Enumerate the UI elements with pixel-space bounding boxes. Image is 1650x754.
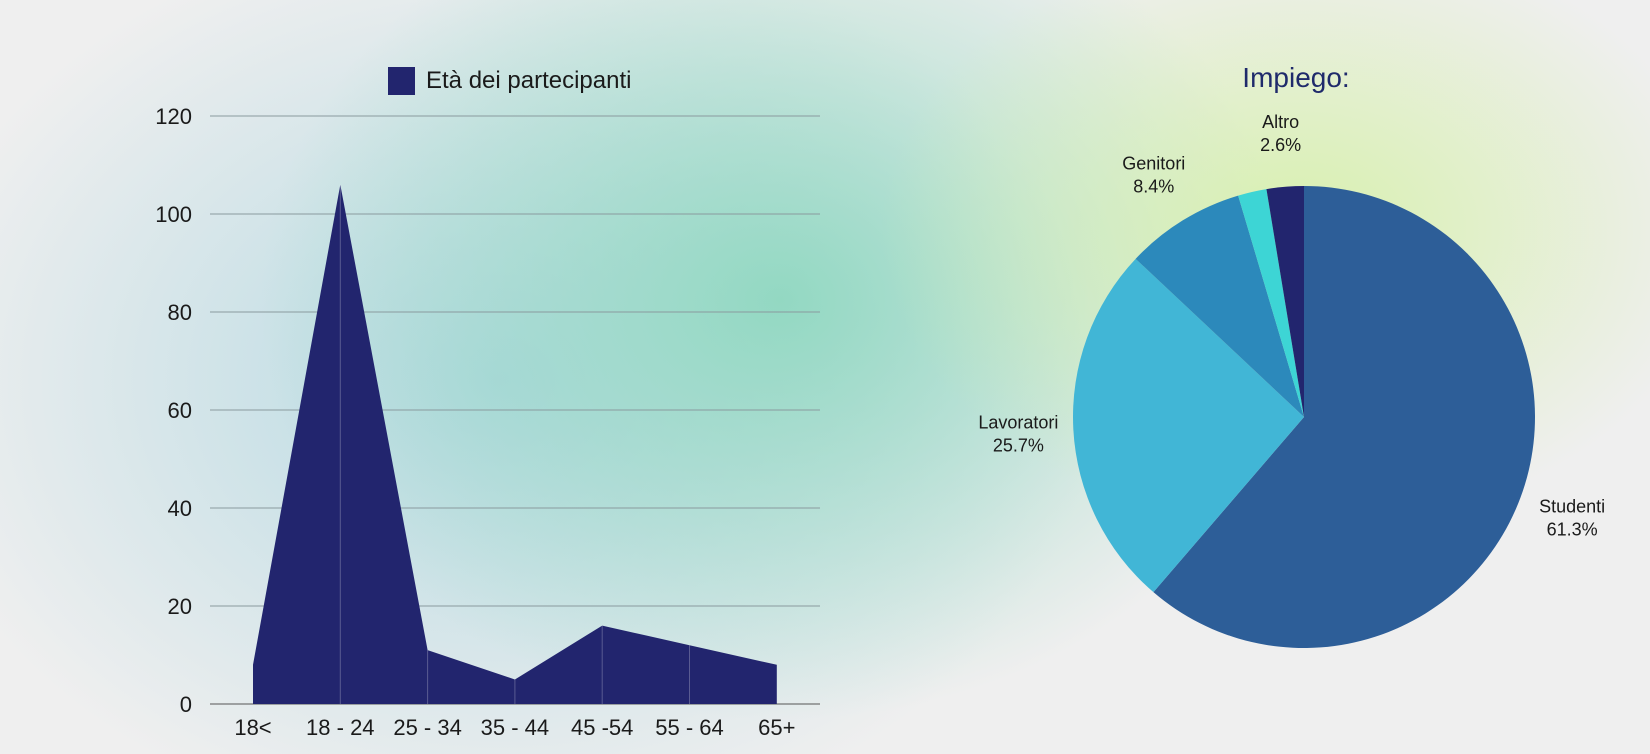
y-tick-label: 80 — [168, 300, 192, 325]
pie-slices — [1073, 186, 1536, 649]
legend-label: Età dei partecipanti — [426, 67, 631, 94]
area-series — [253, 184, 777, 705]
x-axis-ticks: 18< 18 - 24 25 - 34 35 - 44 45 -54 55 - 64 65+ — [234, 715, 795, 740]
pie-slice-name: Lavoratori — [978, 412, 1058, 432]
pie-slice-percent: 8.4% — [1133, 177, 1174, 197]
pie-chart: Impiego: Studenti 61.3% Lavoratori 25.7% Gen… — [978, 62, 1605, 649]
pie-slice — [1238, 189, 1304, 417]
pie-labels: Studenti 61.3% Lavoratori 25.7% Genitori 8.4%… — [978, 112, 1605, 539]
x-tick-label: 45 -54 — [571, 715, 633, 740]
legend-swatch — [388, 67, 415, 95]
x-tick-label: 55 - 64 — [655, 715, 724, 740]
x-tick-label: 65+ — [758, 715, 795, 740]
y-tick-label: 0 — [180, 692, 192, 717]
area-chart: Età dei partecipanti 0 20 40 60 80 100 120 18<… — [155, 67, 820, 740]
pie-slice-name: Studenti — [1539, 496, 1605, 516]
pie-slice — [1153, 186, 1536, 649]
y-axis-ticks: 0 20 40 60 80 100 120 — [155, 104, 192, 717]
x-tick-label: 35 - 44 — [481, 715, 550, 740]
pie-slice — [1073, 258, 1304, 593]
pie-slice-percent: 25.7% — [993, 435, 1044, 455]
y-tick-label: 20 — [168, 594, 192, 619]
area-layer — [253, 184, 777, 705]
y-tick-label: 120 — [155, 104, 192, 129]
pie-slice-percent: 2.6% — [1260, 135, 1301, 155]
x-tick-label: 18< — [234, 715, 271, 740]
pie-title: Impiego: — [1242, 62, 1349, 93]
x-tick-label: 25 - 34 — [393, 715, 462, 740]
x-tick-label: 18 - 24 — [306, 715, 375, 740]
y-tick-label: 40 — [168, 496, 192, 521]
pie-slice — [1266, 186, 1304, 417]
pie-slice-name: Genitori — [1122, 154, 1185, 174]
y-tick-label: 60 — [168, 398, 192, 423]
y-tick-label: 100 — [155, 202, 192, 227]
pie-slice-percent: 61.3% — [1547, 519, 1598, 539]
pie-slice-name: Altro — [1262, 112, 1299, 132]
pie-slice — [1135, 195, 1304, 417]
